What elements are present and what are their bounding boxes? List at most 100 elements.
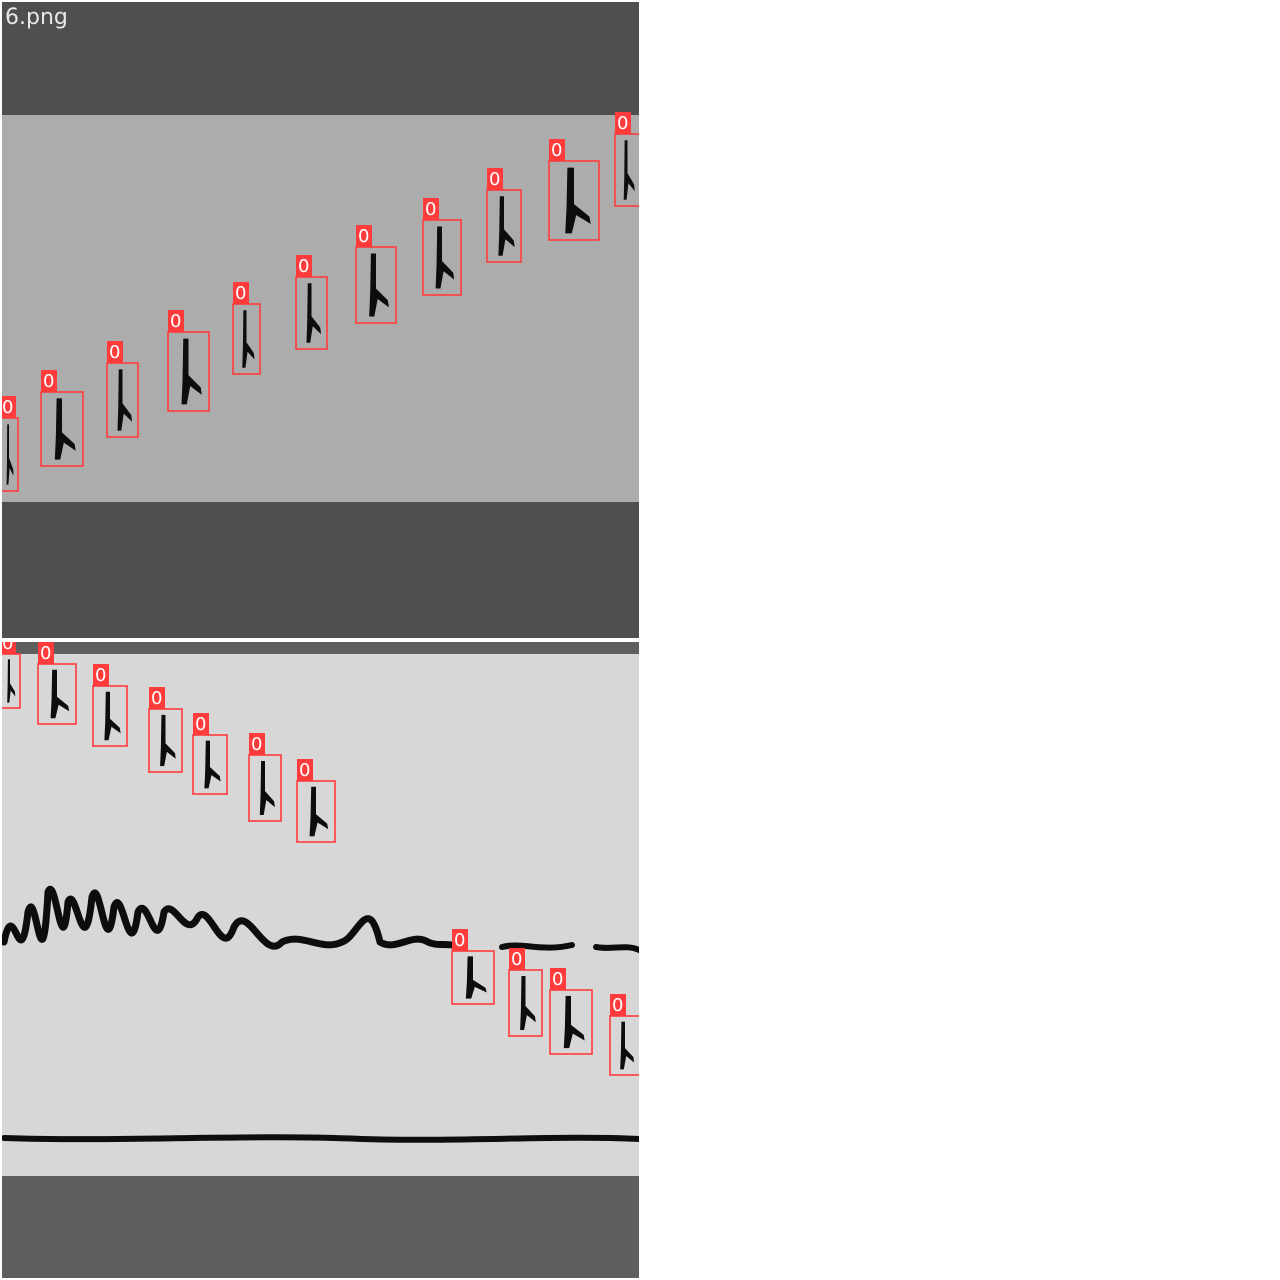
label-tag	[193, 713, 209, 735]
character-glyph	[520, 976, 536, 1030]
detection-box: 0	[2, 396, 19, 492]
label-tag	[356, 225, 372, 247]
character-glyph	[204, 740, 221, 789]
bounding-box	[2, 653, 21, 709]
ink-stroke-wave	[2, 885, 462, 951]
label-tag	[2, 642, 16, 654]
class-label: 0	[489, 169, 500, 190]
detection-box: 0	[40, 370, 84, 467]
character-glyph	[7, 659, 16, 703]
label-tag	[93, 664, 109, 686]
class-label: 0	[454, 930, 465, 951]
image-tile-bottom: 000000000000	[2, 642, 639, 1278]
class-label: 0	[617, 113, 628, 134]
class-label: 0	[251, 734, 262, 755]
bounding-box	[548, 160, 600, 241]
character-glyph	[465, 956, 487, 999]
class-label: 0	[170, 311, 181, 332]
detection-box: 0	[422, 198, 462, 296]
character-glyph	[6, 424, 14, 485]
character-glyph	[306, 283, 321, 343]
detection-box: 0	[614, 112, 639, 207]
bounding-box	[486, 189, 522, 263]
character-glyph	[160, 714, 176, 767]
detection-box: 0	[192, 713, 228, 795]
class-label: 0	[551, 140, 562, 161]
label-tag	[610, 994, 626, 1016]
detection-box: 0	[2, 642, 21, 709]
label-tag	[2, 396, 16, 418]
detection-box: 0	[106, 341, 139, 438]
image-tile-top: 0 0 0 0 0 0 0 0 0 0 0 6.png	[2, 2, 639, 638]
label-tag	[41, 370, 57, 392]
detection-box: 0	[92, 664, 128, 747]
character-glyph	[259, 761, 275, 815]
character-glyph	[563, 995, 585, 1049]
class-label: 0	[298, 256, 309, 277]
detection-overlay: 0 0 0 0 0 0 0 0 0 0 0	[2, 112, 639, 492]
label-tag	[296, 255, 312, 277]
detection-box: 0	[167, 310, 210, 412]
detection-box: 0	[355, 225, 397, 324]
bounding-box	[40, 391, 84, 467]
class-label: 0	[195, 714, 206, 735]
label-tag	[550, 968, 566, 990]
label-tag	[38, 642, 54, 664]
character-glyph	[498, 196, 515, 256]
ink-stroke-segment	[499, 942, 639, 953]
class-label: 0	[235, 283, 246, 304]
detection-box: 0	[549, 968, 593, 1055]
detection-box: 0	[295, 255, 328, 350]
label-tag	[509, 948, 525, 970]
detection-box: 0	[451, 929, 495, 1005]
class-label: 0	[151, 688, 162, 709]
character-glyph	[309, 786, 329, 837]
class-label: 0	[425, 199, 436, 220]
detection-box: 0	[37, 642, 77, 725]
bounding-box	[2, 417, 19, 492]
detection-box: 0	[148, 687, 183, 773]
label-tag	[233, 282, 249, 304]
character-glyph	[623, 140, 635, 200]
character-glyph	[435, 226, 455, 289]
image-band	[2, 654, 639, 1176]
class-label: 0	[43, 371, 54, 392]
label-tag	[149, 687, 165, 709]
class-label: 0	[95, 665, 106, 686]
class-label: 0	[109, 342, 120, 363]
label-tag	[249, 733, 265, 755]
bounding-box	[549, 989, 593, 1055]
class-label: 0	[40, 643, 51, 664]
detection-box: 0	[296, 759, 336, 843]
label-tag	[107, 341, 123, 363]
detection-box: 0	[548, 139, 600, 241]
character-glyph	[54, 398, 76, 460]
class-label: 0	[511, 949, 522, 970]
detection-box: 0	[486, 168, 522, 263]
class-label: 0	[358, 226, 369, 247]
character-glyph	[117, 369, 132, 431]
detection-box: 0	[232, 282, 261, 375]
bounding-box	[92, 685, 128, 747]
label-tag	[549, 139, 565, 161]
detection-box: 0	[508, 948, 543, 1037]
label-tag	[168, 310, 184, 332]
detection-box: 0	[248, 733, 282, 822]
character-glyph	[50, 669, 70, 719]
character-glyph	[565, 167, 591, 234]
label-tag	[487, 168, 503, 190]
bounding-box	[422, 219, 462, 296]
tile-filename: 6.png	[5, 5, 68, 30]
ink-stroke-baseline	[2, 1134, 639, 1143]
detection-box: 0	[609, 994, 639, 1076]
label-tag	[423, 198, 439, 220]
character-glyph	[181, 338, 202, 405]
label-tag	[452, 929, 468, 951]
bounding-box	[508, 969, 543, 1037]
class-label: 0	[2, 642, 13, 654]
bounding-box	[192, 734, 228, 795]
class-label: 0	[2, 397, 13, 418]
label-tag	[297, 759, 313, 781]
character-glyph	[369, 253, 389, 317]
label-tag	[615, 112, 631, 134]
